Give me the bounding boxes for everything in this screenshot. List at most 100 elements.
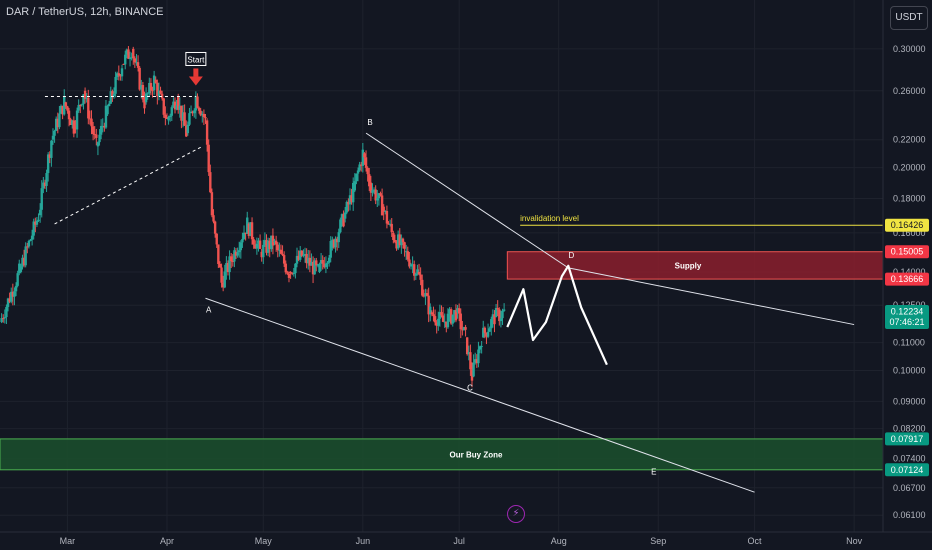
candle-body (119, 75, 122, 77)
candle-body (67, 110, 71, 120)
candle-body (13, 291, 16, 297)
wave-point-E: E (651, 468, 656, 477)
y-tick-label: 0.11000 (893, 338, 925, 348)
chart-title: DAR / TetherUS, 12h, BINANCE (6, 6, 164, 18)
price-tag-value: 0.12234 (891, 306, 924, 316)
candle-body (130, 57, 133, 59)
y-tick-label: 0.18000 (893, 193, 926, 203)
candle-body (363, 153, 366, 158)
candle-body (331, 239, 334, 248)
candle-body (294, 263, 297, 274)
start-label: Start (187, 55, 205, 64)
candle-body (175, 105, 178, 110)
candle-body (8, 298, 11, 302)
candle-body (491, 314, 495, 320)
candle-body (51, 135, 55, 140)
candle-body (103, 125, 106, 128)
candle-body (72, 120, 76, 134)
candle-body (445, 321, 448, 328)
candle-body (255, 243, 259, 249)
candle-body (274, 240, 278, 245)
candle-body (215, 233, 218, 245)
y-tick-label: 0.10000 (893, 366, 926, 376)
candle-body (419, 274, 422, 280)
candle-body (181, 112, 185, 121)
candle-body (372, 189, 376, 191)
currency-unit-button[interactable]: USDT (890, 6, 928, 30)
candle-body (425, 293, 429, 296)
candle-body (478, 346, 482, 350)
candle-body (90, 118, 93, 127)
candle-body (379, 193, 382, 196)
candle-body (239, 242, 243, 251)
candle-body (477, 349, 480, 364)
candle-body (305, 253, 308, 264)
candle-body (91, 126, 95, 135)
candle-body (326, 262, 329, 264)
y-tick-label: 0.20000 (893, 163, 926, 173)
start-arrow-head (188, 76, 203, 86)
candle-body (318, 263, 321, 273)
candle-body (459, 313, 462, 330)
candle-body (376, 198, 379, 201)
candle-body (185, 125, 188, 137)
trendline-1 (365, 132, 569, 269)
x-tick-label: Aug (551, 536, 567, 546)
candle-body (393, 239, 397, 242)
candle-body (488, 328, 491, 332)
candle-body (421, 279, 424, 296)
candle-body (446, 313, 450, 328)
candle-body (311, 261, 315, 275)
candle-body (6, 298, 10, 307)
candle-body (10, 291, 13, 302)
candle-body (345, 201, 348, 213)
lightning-icon[interactable]: ⚡ (507, 505, 525, 523)
candle-body (441, 315, 445, 322)
candle-body (337, 232, 340, 243)
buy-zone (0, 438, 884, 471)
candle-body (433, 316, 437, 323)
price-tag-value: 0.16426 (891, 220, 924, 230)
candle-body (43, 182, 47, 186)
wave-point-A: A (206, 305, 212, 314)
candle-body (133, 58, 137, 63)
y-tick-label: 0.06700 (893, 483, 926, 493)
x-tick-label: Jun (356, 536, 371, 546)
candle-body (266, 240, 270, 253)
x-tick-label: Jul (453, 536, 465, 546)
candle-body (228, 256, 231, 273)
candle-body (299, 250, 302, 260)
candle-body (334, 238, 337, 248)
candle-body (392, 232, 395, 240)
candle-body (229, 256, 233, 262)
candle-body (125, 49, 129, 55)
candle-body (193, 110, 196, 114)
candle-body (238, 250, 241, 253)
candle-body (138, 67, 141, 90)
candle-body (263, 240, 267, 245)
candle-body (348, 195, 352, 205)
candle-body (82, 94, 85, 105)
candle-body (178, 105, 182, 110)
candle-body (387, 223, 390, 225)
candle-body (32, 221, 35, 236)
candle-body (140, 85, 143, 90)
candle-body (461, 329, 464, 331)
start-label-box (185, 51, 207, 66)
candle-body (58, 113, 61, 128)
candle-body (313, 260, 316, 275)
candle-body (496, 308, 499, 310)
candle-body (189, 111, 193, 114)
price-tag-red (885, 245, 929, 259)
candle-body (29, 239, 32, 241)
candle-body (157, 90, 161, 97)
triangle-lower-line (54, 145, 203, 225)
candle-body (54, 118, 58, 131)
candle-body (61, 105, 64, 115)
candle-body (107, 103, 111, 107)
candle-body (319, 259, 323, 264)
candle-body (205, 120, 209, 145)
candle-body (316, 264, 320, 266)
candle-body (64, 102, 68, 107)
